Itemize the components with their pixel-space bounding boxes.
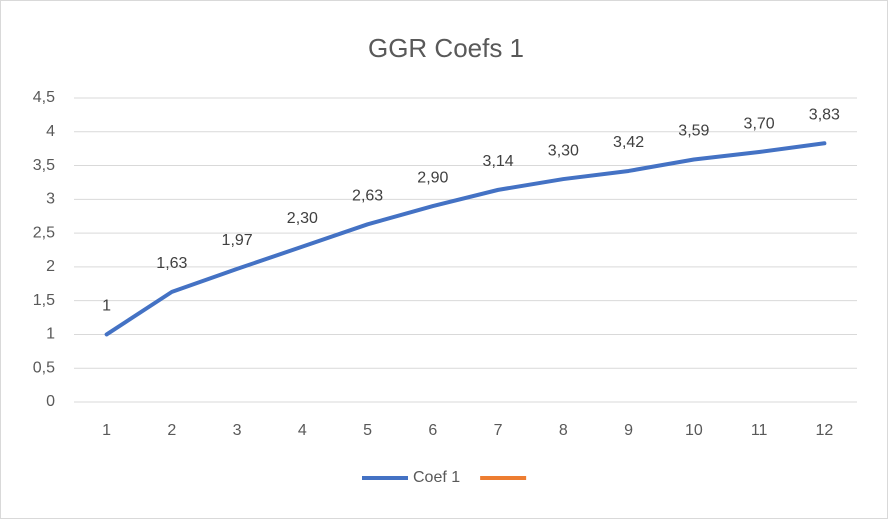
- y-tick-label: 2,5: [33, 224, 55, 241]
- data-label: 1: [102, 298, 111, 315]
- y-tick-label: 4,5: [33, 89, 55, 106]
- series-line: [104, 141, 827, 337]
- data-label: 2,63: [352, 188, 383, 205]
- data-label: 3,42: [613, 134, 644, 151]
- x-tick-label: 12: [815, 422, 833, 439]
- x-tick-label: 4: [298, 422, 307, 439]
- x-tick-label: 2: [167, 422, 176, 439]
- x-tick-label: 3: [233, 422, 242, 439]
- x-tick-label: 8: [559, 422, 568, 439]
- x-tick-label: 10: [685, 422, 703, 439]
- data-label: 3,30: [548, 142, 579, 159]
- y-tick-label: 4: [46, 123, 55, 140]
- y-tick-label: 1: [46, 326, 55, 343]
- y-tick-label: 0,5: [33, 359, 55, 376]
- y-tick-label: 1,5: [33, 292, 55, 309]
- y-tick-label: 2: [46, 258, 55, 275]
- legend-label: Coef 1: [413, 469, 460, 486]
- x-tick-label: 1: [102, 422, 111, 439]
- data-label: 2,90: [417, 169, 448, 186]
- data-label: 3,14: [483, 153, 514, 170]
- x-tick-label: 11: [751, 422, 768, 439]
- y-tick-label: 3,5: [33, 157, 55, 174]
- y-tick-label: 0: [46, 393, 55, 410]
- data-label: 2,30: [287, 210, 318, 227]
- x-tick-label: 7: [494, 422, 503, 439]
- data-label: 1,63: [156, 255, 187, 272]
- x-tick-label: 6: [428, 422, 437, 439]
- x-tick-label: 5: [363, 422, 372, 439]
- data-label: 3,59: [678, 123, 709, 140]
- data-label: 3,70: [744, 115, 775, 132]
- y-tick-label: 3: [46, 191, 55, 208]
- data-label: 1,97: [222, 232, 253, 249]
- chart-title: GGR Coefs 1: [368, 33, 524, 63]
- x-tick-label: 9: [624, 422, 633, 439]
- data-label: 3,83: [809, 106, 840, 123]
